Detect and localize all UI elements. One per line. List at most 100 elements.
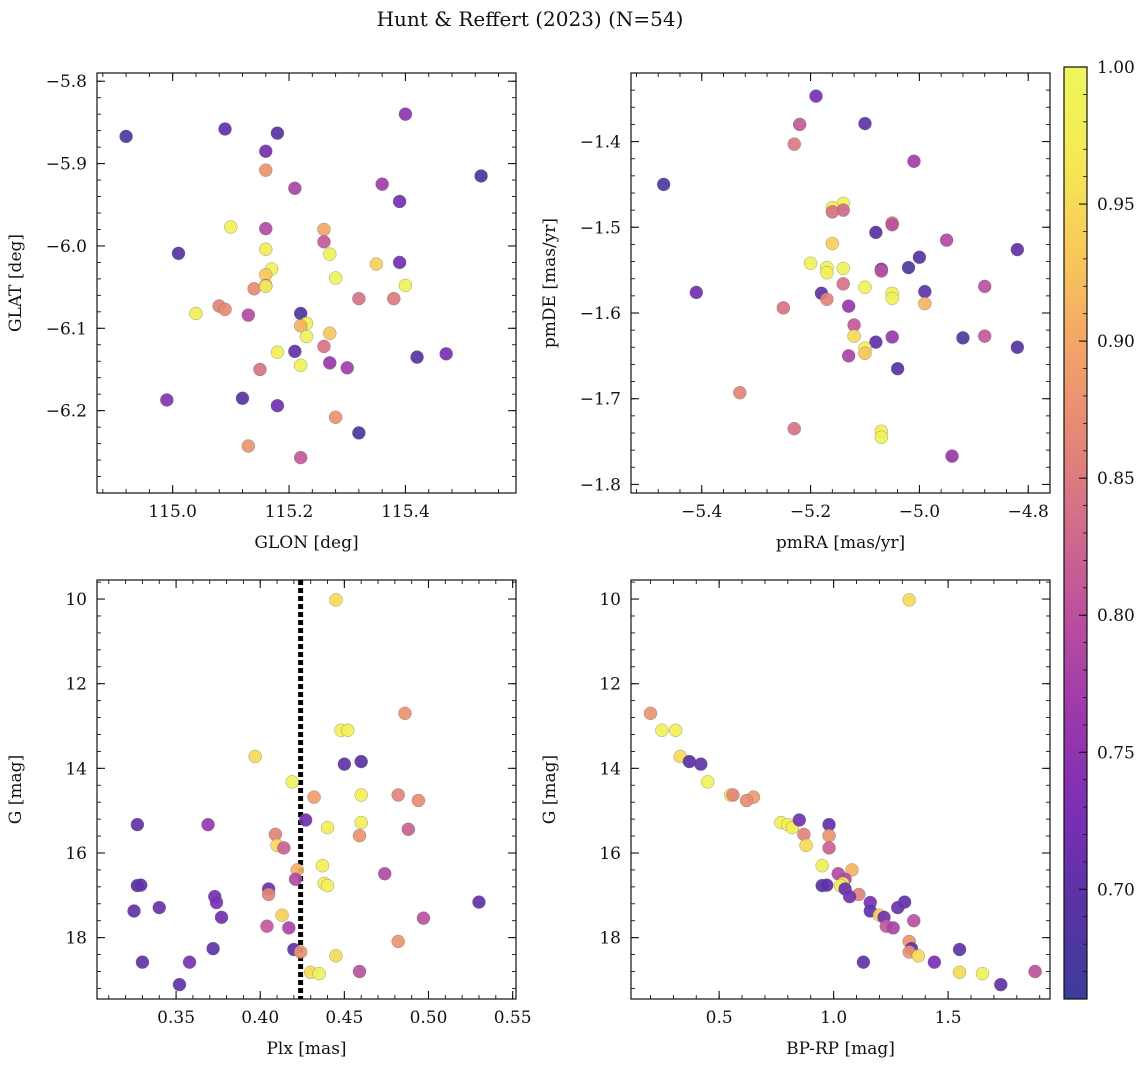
data-point (1010, 340, 1025, 355)
plot-frame (96, 72, 517, 494)
data-point (260, 919, 274, 933)
data-point (1010, 242, 1025, 257)
data-point (329, 593, 343, 607)
data-point (323, 356, 337, 370)
colorbar-tick-label: 1.00 (1097, 58, 1135, 78)
y-tick-label: −1.5 (580, 218, 621, 238)
plot-frame (630, 579, 1051, 1000)
y-tick-label: 16 (599, 844, 621, 864)
data-point (977, 329, 992, 343)
data-point (858, 280, 872, 295)
data-point (792, 117, 807, 132)
x-tick-label: 115.0 (148, 502, 197, 522)
y-tick-label: −1.7 (580, 390, 621, 410)
data-point (369, 257, 384, 271)
data-point (787, 421, 801, 436)
data-point (259, 279, 273, 294)
data-point (803, 256, 818, 271)
colorbar-tick-label: 0.90 (1097, 332, 1135, 352)
data-point (189, 306, 203, 321)
data-point (182, 955, 197, 969)
data-point (307, 790, 321, 804)
data-point (135, 955, 150, 969)
colorbar-tick-label: 0.75 (1097, 743, 1135, 763)
y-tick-label: 14 (65, 759, 87, 779)
panel-sky: 115.0 115.2 115.4 −5.8 −5.9 −6.0 −6.1 −6.2 GLON … (6, 72, 517, 553)
x-axis-label: pmRA [mas/yr] (776, 533, 905, 553)
data-point (825, 205, 840, 219)
data-point (241, 439, 256, 453)
data-point (277, 841, 291, 855)
data-point (689, 285, 704, 300)
data-point (391, 934, 405, 949)
data-point (994, 977, 1008, 992)
data-point (315, 858, 330, 873)
data-point (329, 949, 343, 963)
data-point (656, 177, 671, 192)
data-point (911, 949, 926, 963)
data-point (354, 815, 368, 830)
data-point (206, 941, 220, 956)
data-point (836, 261, 850, 276)
data-point (890, 900, 905, 915)
y-axis-label: G [mag] (540, 755, 560, 824)
data-point (787, 137, 801, 151)
data-point (218, 302, 232, 317)
data-point (809, 89, 823, 103)
data-point (1028, 964, 1042, 979)
data-point (890, 361, 905, 376)
y-tick-label: −5.9 (46, 155, 87, 175)
data-point (792, 813, 807, 827)
data-point (820, 265, 834, 280)
data-point (288, 181, 302, 196)
data-point (847, 329, 861, 343)
figure-title: Hunt & Reffert (2023) (N=54) (377, 7, 684, 31)
data-point (259, 144, 273, 158)
data-point (410, 350, 424, 364)
data-point (907, 154, 921, 169)
data-point (820, 292, 834, 307)
y-tick-label: −6.1 (46, 319, 87, 339)
data-point (288, 872, 303, 886)
data-point (858, 116, 872, 131)
x-tick-label: 0.45 (325, 1008, 363, 1028)
data-point (323, 247, 337, 261)
colorbar-tick-label: 0.85 (1097, 469, 1135, 489)
data-point (293, 319, 308, 333)
data-point (152, 900, 167, 915)
data-point (682, 754, 697, 769)
data-point (776, 301, 791, 315)
y-tick-label: −6.0 (46, 237, 87, 257)
data-point (352, 291, 366, 306)
data-point (171, 246, 186, 261)
data-point (241, 308, 256, 322)
colorbar-tick-label: 0.95 (1097, 195, 1135, 215)
y-tick-label: 16 (65, 844, 87, 864)
data-point (218, 122, 232, 136)
data-point (247, 282, 261, 296)
data-point (127, 904, 141, 918)
data-point (293, 358, 308, 373)
colorbar-tick-label: 0.70 (1097, 880, 1135, 900)
data-point (694, 757, 708, 771)
data-point (261, 887, 276, 902)
data-point (822, 841, 836, 855)
data-point (733, 385, 747, 400)
panel-cmd: 0.5 1.0 1.5 10 12 14 16 18 BP-RP [mag] G [mag] (540, 579, 1051, 1059)
data-point (352, 426, 366, 440)
data-point (939, 233, 954, 247)
data-point (977, 279, 992, 294)
data-point (401, 822, 416, 837)
data-point (248, 749, 262, 764)
data-point (323, 326, 337, 340)
scatter-points (656, 89, 1025, 463)
data-point (160, 393, 174, 407)
data-point (474, 169, 488, 183)
data-point (416, 911, 431, 925)
data-point (845, 863, 859, 877)
data-point (918, 284, 932, 299)
data-point (655, 723, 669, 737)
data-point (799, 838, 813, 853)
data-point (815, 858, 829, 873)
